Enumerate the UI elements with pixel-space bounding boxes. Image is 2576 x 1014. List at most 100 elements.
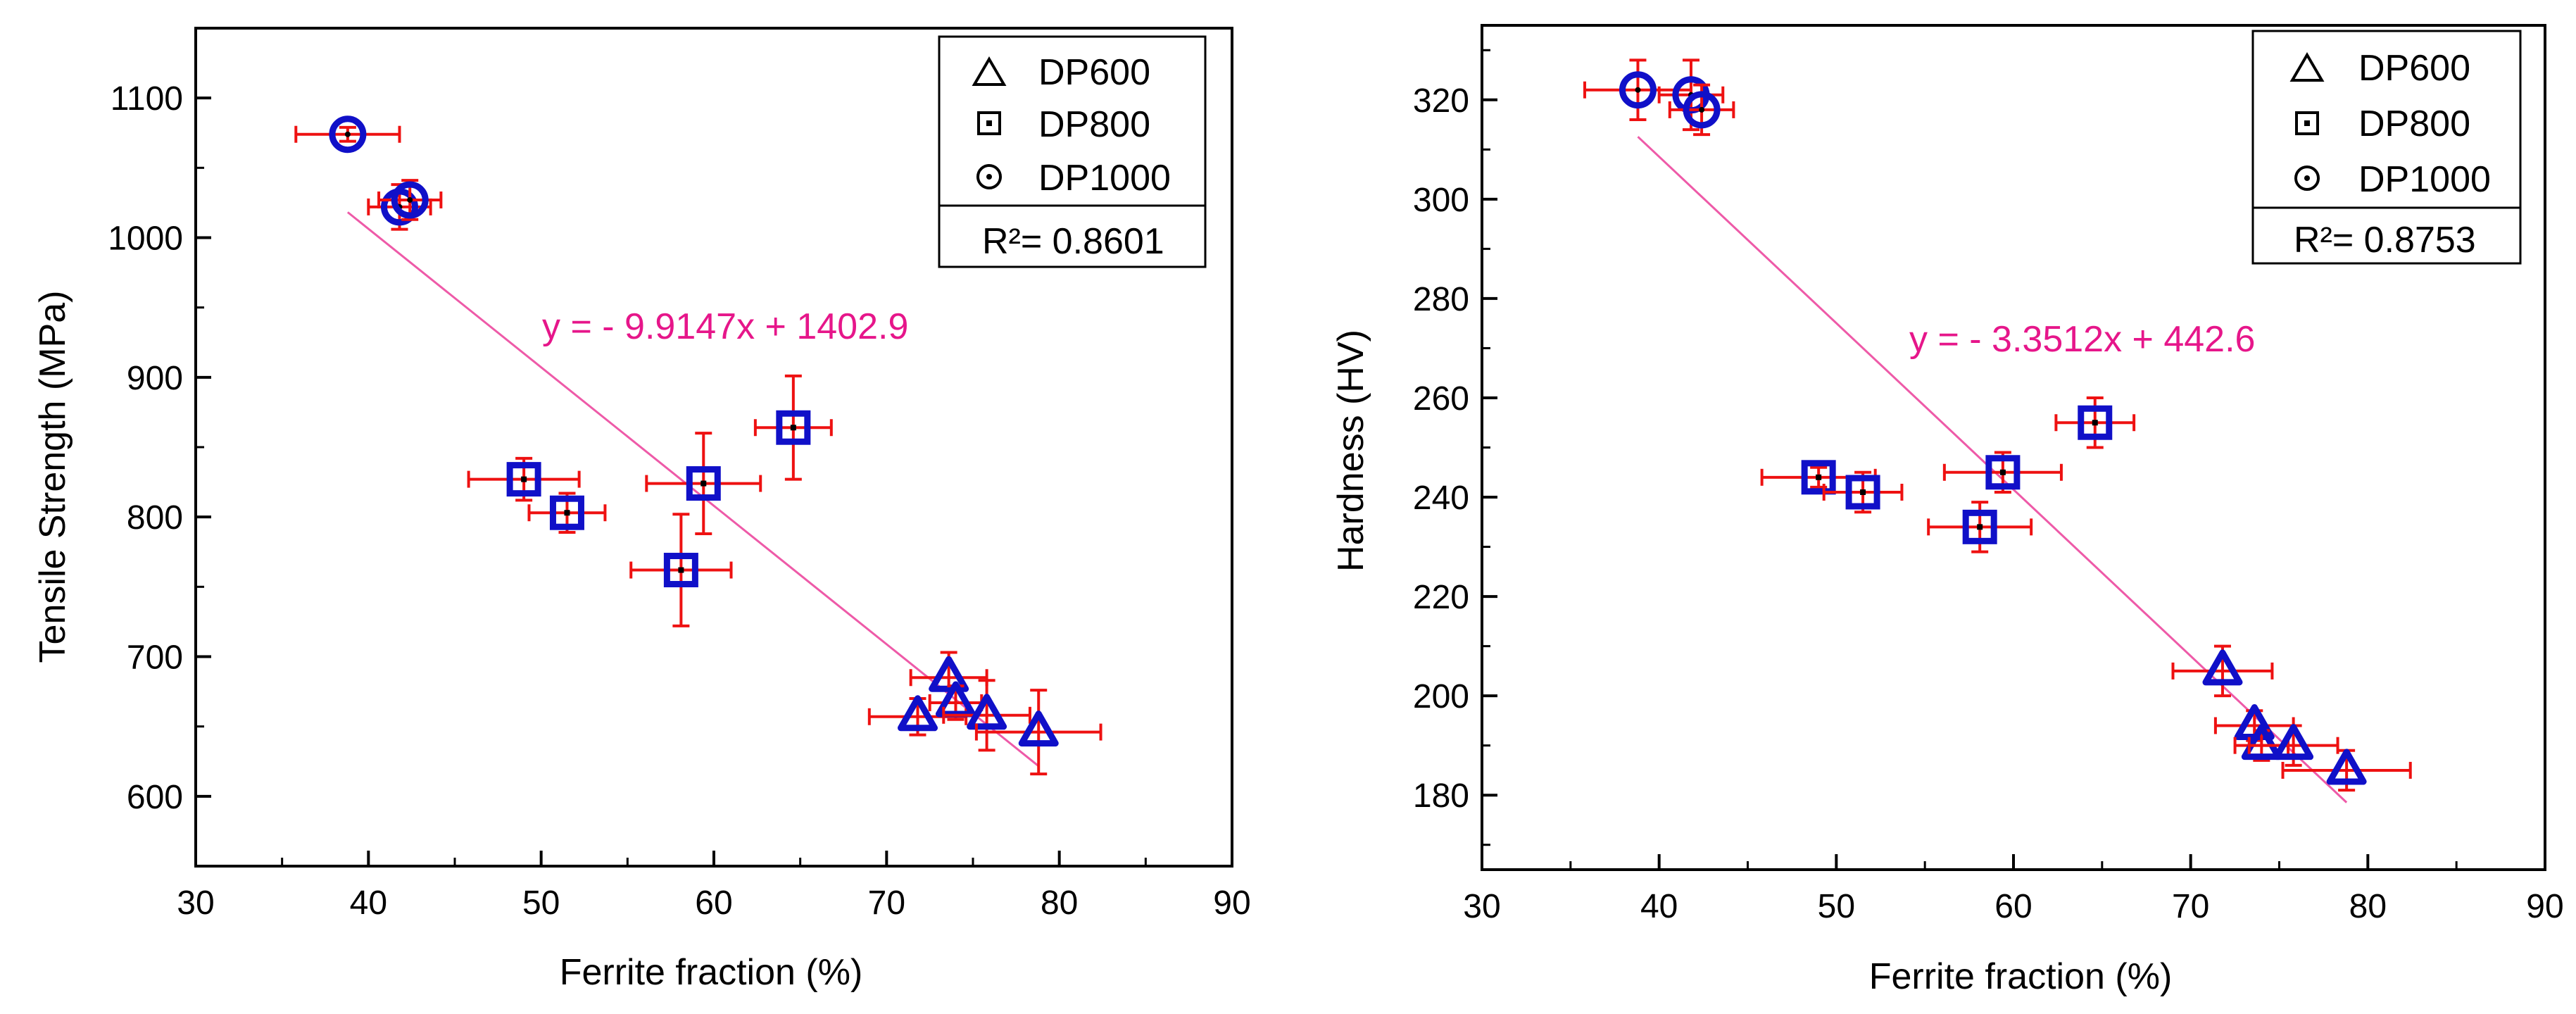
fit-equation: y = - 9.9147x + 1402.9 bbox=[542, 306, 908, 347]
tensile-strength-panel: Ferrite fraction (%) Tensile Strength (M… bbox=[32, 27, 1251, 993]
fit-equation: y = - 3.3512x + 442.6 bbox=[1909, 319, 2255, 360]
fit-line-group bbox=[1637, 136, 2348, 803]
x-tick-label: 60 bbox=[695, 884, 732, 922]
legend-circle-dot-icon bbox=[2304, 175, 2310, 181]
y-axis-label: Tensile Strength (MPa) bbox=[32, 291, 73, 663]
dp800-data-point bbox=[663, 553, 698, 588]
y-tick-label: 220 bbox=[1413, 579, 1469, 616]
dp800-data-point-dot bbox=[678, 567, 684, 573]
legend-circle-icon bbox=[2294, 165, 2320, 191]
series-dp800 bbox=[467, 374, 833, 627]
dp800-data-point bbox=[776, 410, 811, 445]
dp800-data-point bbox=[1985, 455, 2021, 490]
dp600-data-point bbox=[2202, 649, 2243, 686]
dp800-data-point-dot bbox=[1860, 489, 1866, 495]
axes: 30 40 50 60 70 80 90 600 700 800 900 1000 1100 bbox=[108, 27, 1251, 922]
y-tick-label: 320 bbox=[1413, 82, 1469, 120]
series-dp1000 bbox=[294, 115, 443, 231]
error-bar bbox=[942, 679, 1031, 752]
y-tick-label: 900 bbox=[127, 360, 183, 397]
x-tick-label: 90 bbox=[2526, 888, 2563, 925]
legend-triangle-icon bbox=[2289, 52, 2325, 82]
legend-entry-dp1000: DP1000 bbox=[1038, 158, 1171, 199]
legend: DP600 DP800 DP1000 R²= 0.8753 bbox=[2251, 30, 2522, 265]
dp800-data-point-dot bbox=[1977, 524, 1983, 530]
x-tick-label: 80 bbox=[1041, 884, 1078, 922]
legend-circle-icon bbox=[976, 164, 1002, 189]
legend-square-icon bbox=[977, 111, 1001, 135]
y-tick-label: 260 bbox=[1413, 380, 1469, 418]
legend: DP600 DP800 DP1000 R²= 0.8601 bbox=[938, 35, 1207, 268]
dp1000-data-point bbox=[329, 115, 367, 154]
x-tick-label: 50 bbox=[522, 884, 560, 922]
y-tick-label: 1100 bbox=[111, 80, 183, 118]
dp800-data-point bbox=[506, 462, 541, 497]
dp1000-data-point-dot bbox=[407, 196, 413, 203]
x-tick-label: 40 bbox=[1640, 888, 1678, 925]
dp600-data-point bbox=[1018, 711, 1059, 747]
series-dp800 bbox=[1760, 396, 2136, 553]
x-tick-label: 70 bbox=[868, 884, 905, 922]
fit-line bbox=[346, 211, 1040, 768]
r-squared-label: R²= 0.8601 bbox=[982, 221, 1164, 262]
y-tick-label: 240 bbox=[1413, 480, 1469, 517]
dp800-data-point bbox=[2078, 405, 2113, 440]
x-tick-label: 50 bbox=[1818, 888, 1855, 925]
x-tick-label: 60 bbox=[1994, 888, 2032, 925]
legend-box bbox=[938, 35, 1207, 268]
fit-line bbox=[1637, 136, 2348, 803]
dp1000-data-point-dot bbox=[1699, 106, 1705, 113]
error-bar bbox=[974, 689, 1102, 776]
fit-line-group bbox=[346, 211, 1040, 768]
dp600-data-point bbox=[2241, 724, 2282, 760]
legend-circle-dot-icon bbox=[986, 174, 992, 180]
dp800-data-point-dot bbox=[2092, 420, 2098, 426]
dp1000-data-point bbox=[391, 181, 429, 219]
dp800-data-point bbox=[1801, 460, 1836, 495]
dp600-data-point bbox=[2273, 724, 2314, 760]
dp800-data-point-dot bbox=[521, 476, 527, 482]
dp600-data-point bbox=[2326, 749, 2367, 785]
dp800-data-point-dot bbox=[790, 425, 796, 431]
y-tick-label: 280 bbox=[1413, 281, 1469, 318]
y-tick-label: 300 bbox=[1413, 182, 1469, 219]
dp600-data-point bbox=[929, 656, 969, 692]
legend-entry-dp600: DP600 bbox=[2358, 48, 2470, 89]
dp600-data-point bbox=[897, 695, 938, 732]
legend-square-dot-icon bbox=[2304, 120, 2310, 126]
x-tick-label: 30 bbox=[177, 884, 214, 922]
legend-entry-dp800: DP800 bbox=[2358, 104, 2470, 144]
series-dp600 bbox=[2171, 644, 2412, 792]
dp1000-data-point-dot bbox=[1635, 87, 1641, 93]
x-tick-label: 70 bbox=[2172, 888, 2209, 925]
dp1000-data-point-dot bbox=[344, 131, 351, 137]
x-tick-label: 30 bbox=[1463, 888, 1500, 925]
legend-square-dot-icon bbox=[986, 120, 992, 126]
x-axis-label: Ferrite fraction (%) bbox=[1869, 956, 2173, 997]
dp1000-data-point bbox=[1683, 91, 1721, 129]
y-tick-label: 600 bbox=[127, 779, 183, 816]
legend-entry-dp600: DP600 bbox=[1038, 52, 1150, 93]
dp800-data-point-dot bbox=[700, 480, 707, 487]
dp1000-data-point bbox=[1619, 71, 1657, 109]
dp800-data-point bbox=[1845, 475, 1880, 510]
series-dp1000 bbox=[1583, 58, 1735, 137]
x-tick-label: 90 bbox=[1213, 884, 1250, 922]
r-squared-label: R²= 0.8753 bbox=[2294, 220, 2476, 261]
dp800-data-point bbox=[686, 466, 721, 501]
dp600-data-point bbox=[967, 694, 1007, 730]
legend-triangle-icon bbox=[972, 56, 1007, 86]
y-tick-label: 1000 bbox=[108, 220, 183, 258]
y-tick-label: 200 bbox=[1413, 678, 1469, 715]
y-axis-label: Hardness (HV) bbox=[1331, 330, 1371, 572]
axes: 30 40 50 60 70 80 90 180 200 220 240 260 280 300 320 bbox=[1413, 49, 2564, 925]
y-tick-label: 180 bbox=[1413, 777, 1469, 815]
legend-square-icon bbox=[2295, 111, 2319, 135]
dp800-data-point bbox=[1962, 509, 1997, 544]
dp800-data-point-dot bbox=[1816, 474, 1822, 480]
y-tick-label: 800 bbox=[127, 499, 183, 537]
dp800-data-point-dot bbox=[1999, 469, 2006, 475]
x-tick-label: 40 bbox=[350, 884, 387, 922]
